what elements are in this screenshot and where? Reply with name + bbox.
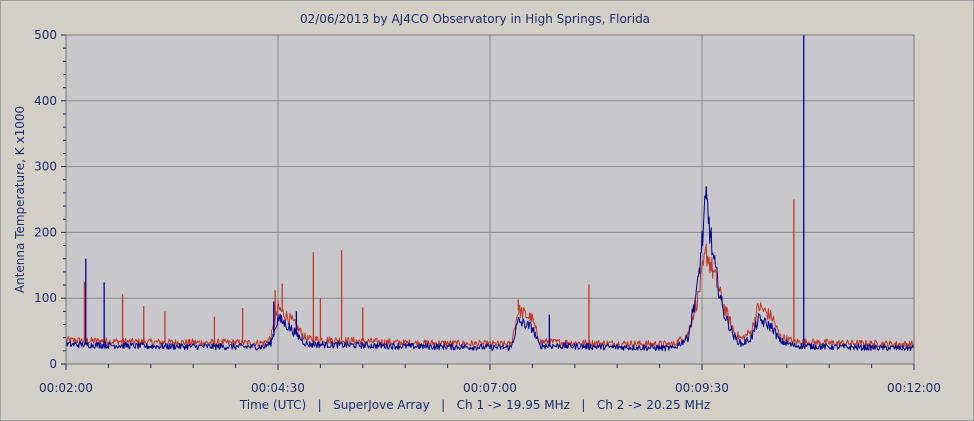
x-tick-label: 00:04:30 (251, 381, 305, 395)
x-tick-label: 00:07:00 (463, 381, 517, 395)
y-tick-label: 0 (49, 357, 57, 371)
series-line-ch2 (65, 243, 915, 349)
x-tick-label: 00:09:30 (675, 381, 729, 395)
series-layer (65, 35, 915, 352)
y-axis-label: Antenna Temperature, K x1000 (13, 106, 27, 293)
y-tick-label: 400 (34, 94, 57, 108)
ticks-layer: 0 100 200 300 400 500 00:02:00 00:04:30 00:07:00… (34, 28, 941, 395)
y-tick-label: 100 (34, 291, 57, 305)
series-line-ch1 (65, 189, 915, 352)
x-axis-label: Time (UTC) | SuperJove Array | Ch 1 -> 1… (239, 398, 710, 412)
y-tick-label: 300 (34, 160, 57, 174)
x-tick-label: 00:02:00 (39, 381, 93, 395)
y-tick-label: 200 (34, 225, 57, 239)
x-tick-label: 00:12:00 (887, 381, 941, 395)
chart-title: 02/06/2013 by AJ4CO Observatory in High … (300, 12, 650, 26)
y-tick-label: 500 (34, 28, 57, 42)
